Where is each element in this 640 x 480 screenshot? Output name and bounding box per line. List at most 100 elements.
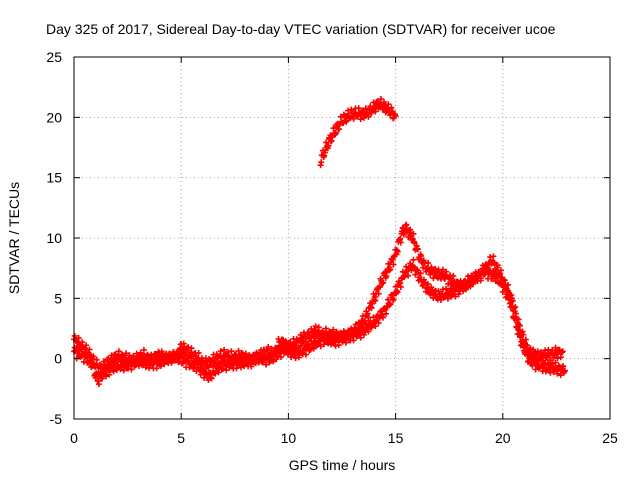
data-point	[450, 272, 457, 279]
data-point	[323, 325, 330, 332]
data-point	[243, 353, 250, 360]
data-point	[394, 248, 401, 255]
data-point	[305, 341, 312, 348]
y-axis-label: SDTVAR / TECUs	[6, 182, 22, 294]
data-point	[552, 344, 559, 351]
data-point	[263, 361, 270, 368]
data-point	[385, 101, 392, 108]
data-point	[390, 296, 397, 303]
x-tick-label: 0	[70, 430, 78, 446]
data-point	[549, 347, 556, 354]
data-point	[379, 314, 386, 321]
data-point	[248, 363, 255, 370]
data-point	[387, 301, 394, 308]
data-point	[380, 279, 387, 286]
data-point	[177, 351, 184, 358]
data-point	[83, 342, 90, 349]
data-point	[365, 314, 372, 321]
data-points	[71, 96, 568, 388]
data-point	[140, 353, 147, 360]
data-point	[410, 230, 417, 237]
data-point	[86, 352, 93, 359]
data-point	[554, 355, 561, 362]
data-point	[557, 354, 564, 361]
data-point	[332, 130, 339, 137]
data-point	[449, 292, 456, 299]
x-tick-label: 25	[602, 430, 618, 446]
data-point	[148, 355, 155, 362]
data-point	[497, 267, 504, 274]
data-point	[90, 362, 97, 369]
x-tick-label: 15	[388, 430, 404, 446]
data-point	[377, 96, 384, 103]
data-point	[188, 345, 195, 352]
data-point	[265, 343, 272, 350]
data-point	[387, 266, 394, 273]
data-point	[417, 270, 424, 277]
data-point	[302, 351, 309, 358]
x-tick-label: 10	[281, 430, 297, 446]
data-point	[405, 272, 412, 279]
data-point	[123, 350, 130, 357]
data-point	[259, 359, 266, 366]
y-tick-label: 15	[46, 170, 62, 186]
data-point	[106, 371, 113, 378]
y-tick-label: -5	[50, 411, 63, 427]
data-point	[490, 253, 497, 260]
data-point	[477, 277, 484, 284]
data-point	[350, 115, 357, 122]
data-point	[549, 360, 556, 367]
data-point	[561, 367, 568, 374]
data-point	[225, 356, 232, 363]
data-point	[522, 336, 529, 343]
data-point	[452, 293, 459, 300]
data-point	[372, 297, 379, 304]
data-point	[168, 359, 175, 366]
data-point	[392, 113, 399, 120]
data-point	[509, 297, 516, 304]
data-point	[335, 126, 342, 133]
chart-title: Day 325 of 2017, Sidereal Day-to-day VTE…	[46, 21, 556, 37]
data-point	[223, 367, 230, 374]
data-point	[397, 283, 404, 290]
data-point	[438, 296, 445, 303]
data-point	[325, 142, 332, 149]
data-point	[181, 353, 188, 360]
data-point	[515, 316, 522, 323]
data-point	[375, 290, 382, 297]
data-point	[125, 365, 132, 372]
data-point	[439, 266, 446, 273]
data-point	[86, 346, 93, 353]
data-point	[228, 354, 235, 361]
data-point	[315, 324, 322, 331]
data-point	[560, 363, 567, 370]
data-point	[394, 288, 401, 295]
data-point	[195, 349, 202, 356]
y-tick-label: 0	[54, 351, 62, 367]
data-point	[425, 259, 432, 266]
data-point	[547, 357, 554, 364]
data-point	[383, 310, 390, 317]
data-point	[505, 281, 512, 288]
data-point	[397, 239, 404, 246]
data-point	[87, 357, 94, 364]
data-point	[552, 359, 559, 366]
y-tick-label: 20	[46, 109, 62, 125]
data-point	[295, 354, 302, 361]
data-point	[512, 303, 519, 310]
data-point	[365, 328, 372, 335]
data-point	[257, 350, 264, 357]
data-point	[375, 319, 382, 326]
data-point	[407, 226, 414, 233]
data-point	[75, 334, 82, 341]
data-point	[188, 354, 195, 361]
data-point	[337, 113, 344, 120]
data-point	[414, 246, 421, 253]
data-point	[185, 344, 192, 351]
data-point	[93, 356, 100, 363]
y-tick-label: 10	[46, 230, 62, 246]
data-point	[376, 283, 383, 290]
data-point	[524, 342, 531, 349]
data-point	[390, 261, 397, 268]
data-point	[90, 353, 97, 360]
